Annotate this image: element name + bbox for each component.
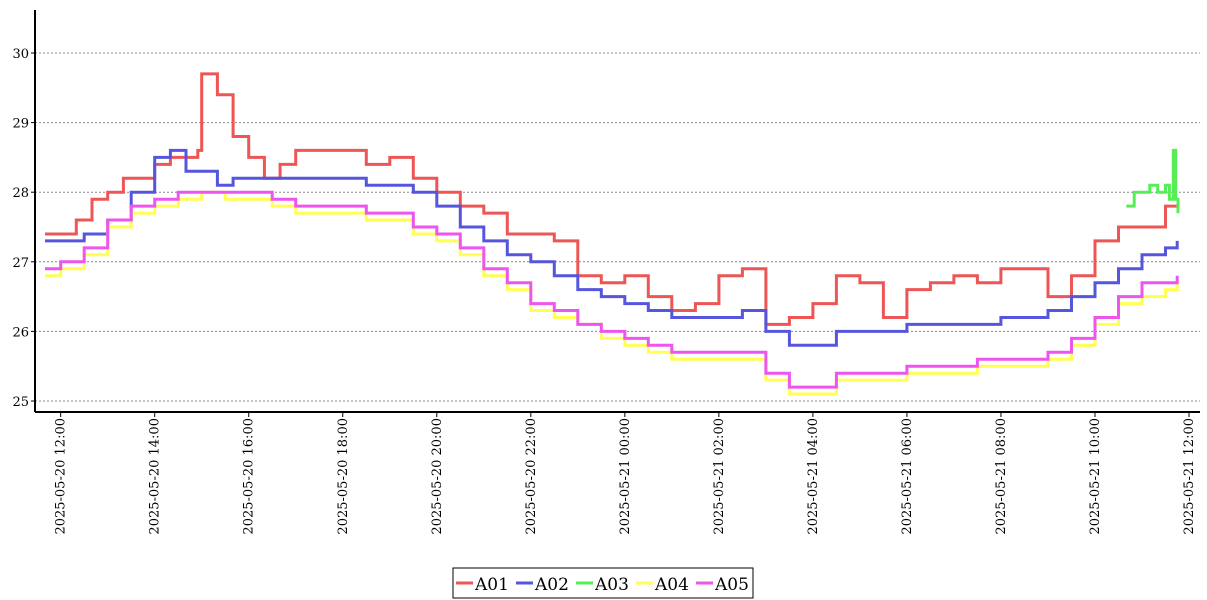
x-tick-labels: 2025-05-20 12:00 2025-05-20 14:00 2025-05-… [54,412,1197,535]
legend: A01 A02 A03 A04 A05 [452,567,754,599]
legend-label-a02: A02 [534,575,569,595]
x-tick-label: 2025-05-20 12:00 [54,418,69,535]
x-tick-label: 2025-05-20 14:00 [148,418,163,535]
y-tick-label: 25 [12,395,29,410]
x-tick-label: 2025-05-20 16:00 [242,418,257,535]
series-line-a01 [45,72,1178,326]
y-tick-labels: 25 26 27 28 29 30 [12,47,35,410]
legend-label-a04: A04 [654,575,689,595]
y-tick-label: 26 [12,325,29,340]
legend-label-a01: A01 [474,575,509,595]
x-tick-label: 2025-05-20 22:00 [524,418,539,535]
legend-label-a03: A03 [594,575,629,595]
grid-lines [35,52,1200,402]
y-tick-label: 30 [12,47,29,62]
x-tick-label: 2025-05-20 18:00 [336,418,351,535]
series-line-a02 [45,148,1179,347]
x-tick-label: 2025-05-21 06:00 [900,418,915,535]
legend-label-a05: A05 [714,575,749,595]
x-tick-label: 2025-05-21 10:00 [1088,418,1103,535]
axes [34,10,1200,413]
y-tick-label: 29 [12,117,29,132]
x-tick-label: 2025-05-21 00:00 [618,418,633,535]
series-line-a04 [45,190,1179,396]
x-tick-label: 2025-05-21 04:00 [806,418,821,535]
series-lines [45,72,1180,396]
y-tick-label: 27 [12,256,29,271]
series-line-a03 [1126,148,1180,214]
x-tick-label: 2025-05-21 12:00 [1182,418,1197,535]
x-tick-label: 2025-05-20 20:00 [430,418,445,535]
x-tick-label: 2025-05-21 08:00 [994,418,1009,535]
series-line-a05 [45,190,1179,389]
y-tick-label: 28 [12,186,29,201]
x-tick-label: 2025-05-21 02:00 [712,418,727,535]
